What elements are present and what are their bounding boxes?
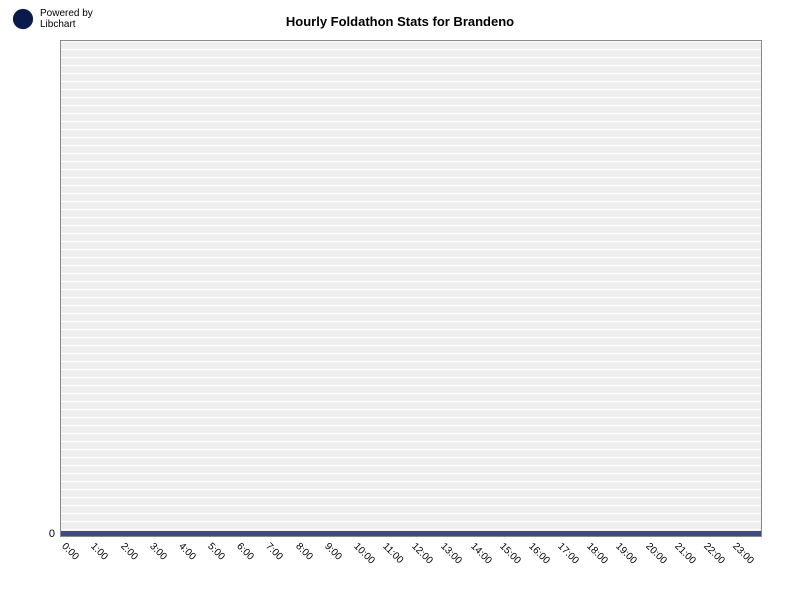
x-axis-tick-label: 11:00 — [380, 541, 405, 566]
chart-baseline-band — [61, 531, 761, 536]
x-axis-tick-label: 9:00 — [322, 541, 344, 563]
x-axis-tick-label: 1:00 — [89, 541, 111, 563]
x-axis-tick-label: 8:00 — [293, 541, 315, 563]
chart-gridlines — [61, 41, 761, 536]
y-axis-tick-label: 0 — [15, 528, 55, 540]
x-axis-tick-label: 13:00 — [439, 541, 464, 566]
x-axis-tick-label: 21:00 — [672, 541, 697, 566]
x-axis-tick-label: 18:00 — [585, 541, 610, 566]
x-axis-tick-label: 17:00 — [555, 541, 580, 566]
chart-plot-area — [60, 40, 762, 537]
x-axis-tick-label: 15:00 — [497, 541, 522, 566]
chart-title: Hourly Foldathon Stats for Brandeno — [0, 14, 800, 29]
x-axis-tick-label: 5:00 — [205, 541, 227, 563]
x-axis-tick-label: 23:00 — [730, 541, 755, 566]
x-axis-tick-label: 12:00 — [410, 541, 435, 566]
x-axis-tick-label: 6:00 — [235, 541, 257, 563]
x-axis-tick-label: 20:00 — [643, 541, 668, 566]
x-axis-tick-label: 0:00 — [60, 541, 82, 563]
x-axis-tick-label: 10:00 — [351, 541, 376, 566]
x-axis-tick-label: 14:00 — [468, 541, 493, 566]
x-axis-tick-label: 3:00 — [147, 541, 169, 563]
x-axis-tick-label: 4:00 — [176, 541, 198, 563]
x-axis-tick-label: 2:00 — [118, 541, 140, 563]
x-axis-tick-label: 19:00 — [614, 541, 639, 566]
x-axis-tick-label: 7:00 — [264, 541, 286, 563]
x-axis-tick-label: 22:00 — [701, 541, 726, 566]
chart-container: Powered by Libchart Hourly Foldathon Sta… — [0, 0, 800, 600]
x-axis-tick-label: 16:00 — [526, 541, 551, 566]
